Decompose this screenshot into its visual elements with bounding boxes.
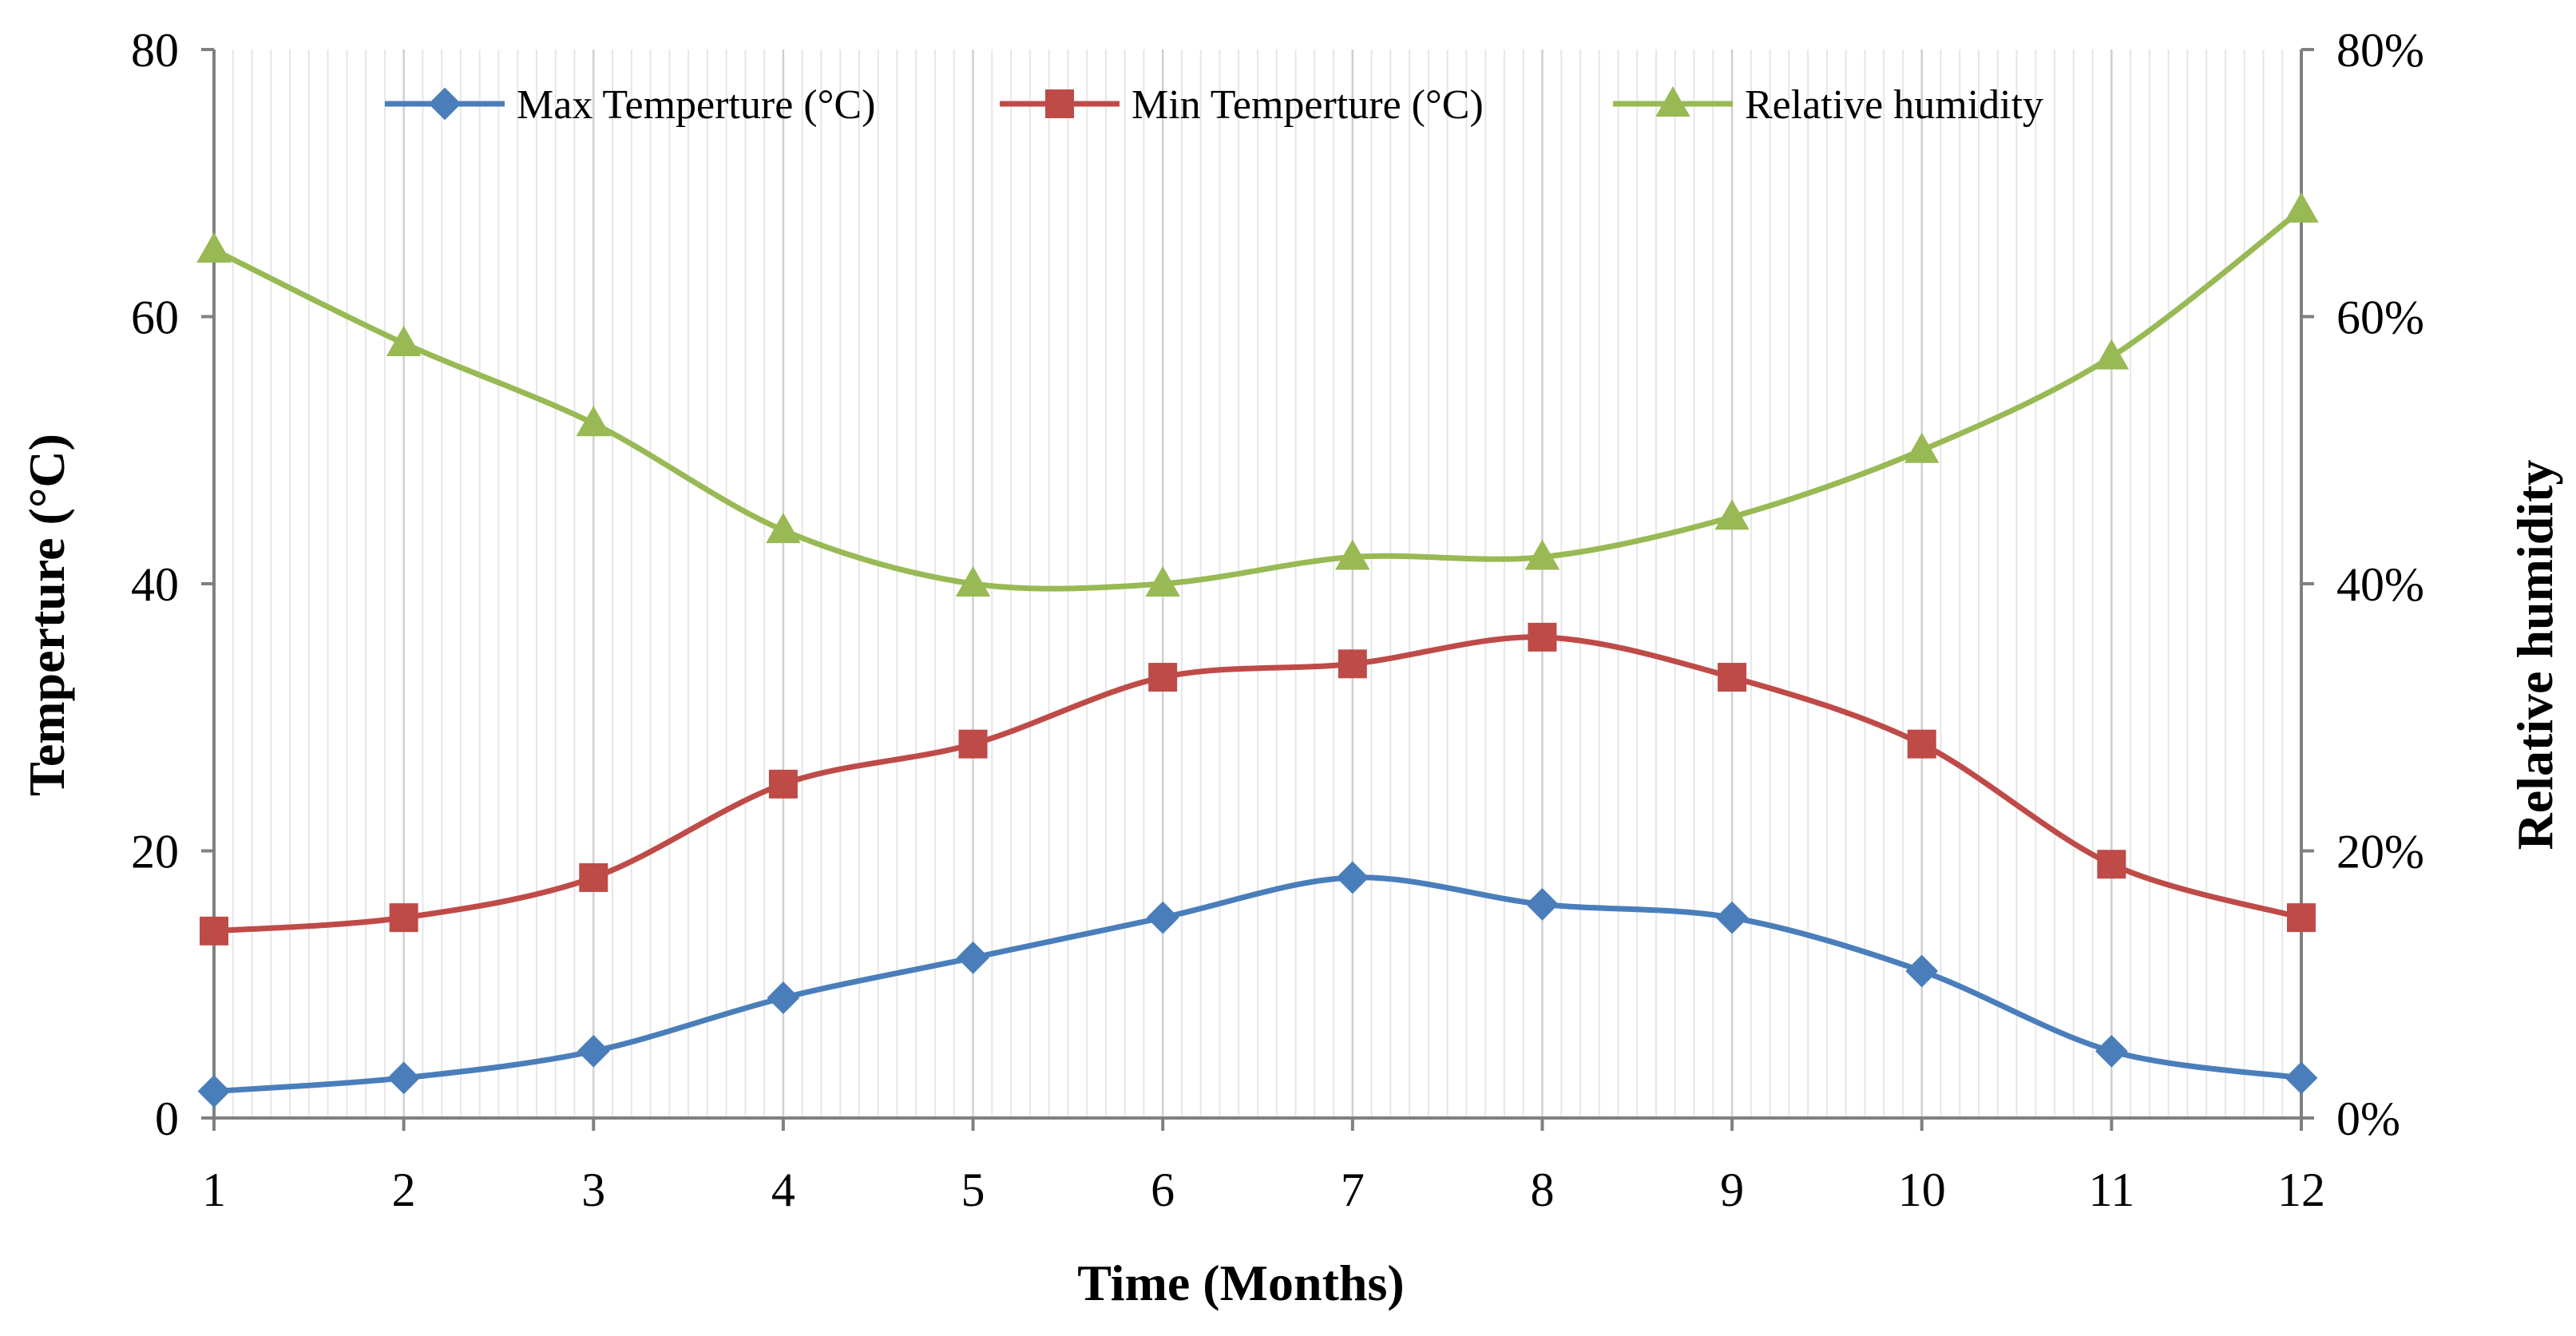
- x-tick-label: 10: [1898, 1164, 1946, 1216]
- series-line: [212, 207, 2304, 592]
- legend-marker: [428, 87, 462, 121]
- data-point: [1907, 729, 1936, 759]
- data-point: [386, 325, 422, 356]
- legend-item: Relative humidity: [1613, 82, 2043, 128]
- data-point: [767, 981, 800, 1014]
- y2-tick-label: 40%: [2336, 558, 2424, 611]
- x-tick-label: 11: [2088, 1164, 2134, 1216]
- data-point: [766, 513, 801, 544]
- x-tick-label: 3: [581, 1164, 605, 1216]
- data-point: [1146, 901, 1179, 934]
- legend-label: Min Temperture (°C): [1131, 82, 1484, 128]
- data-point: [1905, 954, 1939, 988]
- y2-tick-label: 20%: [2336, 826, 2424, 878]
- legend-marker: [1045, 89, 1074, 118]
- data-point: [576, 406, 611, 437]
- y2-axis-title: Relative humidity: [2507, 460, 2563, 850]
- data-point: [197, 1075, 231, 1108]
- legend-item: Min Temperture (°C): [1000, 82, 1484, 128]
- data-point: [200, 916, 228, 946]
- data-point: [1715, 901, 1749, 934]
- data-point: [196, 232, 232, 263]
- data-point: [955, 565, 991, 597]
- y2-tick-label: 80%: [2336, 24, 2424, 77]
- data-point: [1718, 663, 1747, 692]
- data-point: [387, 1061, 421, 1095]
- x-tick-label: 4: [771, 1164, 795, 1216]
- data-point: [1904, 432, 1940, 463]
- x-tick-label: 2: [392, 1164, 416, 1216]
- data-point: [2285, 1061, 2318, 1095]
- data-series: [196, 192, 2319, 1108]
- data-point: [2094, 1034, 2128, 1068]
- data-point: [1335, 539, 1370, 570]
- legend: Max Temperture (°C) Min Temperture (°C) Re…: [385, 82, 2043, 128]
- data-point: [389, 903, 418, 933]
- x-tick-label: 8: [1530, 1164, 1554, 1216]
- y-tick-label: 80: [131, 24, 179, 77]
- data-point: [1528, 622, 1557, 652]
- x-tick-label: 5: [961, 1164, 985, 1216]
- y2-tick-label: 60%: [2336, 291, 2424, 344]
- x-tick-label: 7: [1341, 1164, 1365, 1216]
- data-point: [768, 769, 798, 799]
- grid-lines: [212, 50, 2303, 1118]
- data-point: [1714, 499, 1750, 530]
- series-3: [196, 192, 2319, 597]
- data-point: [2284, 192, 2319, 223]
- data-point: [2097, 850, 2126, 879]
- data-point: [1524, 539, 1560, 570]
- y2-tick-label: 0%: [2336, 1092, 2400, 1145]
- x-tick-label: 6: [1151, 1164, 1175, 1216]
- y-tick-label: 40: [131, 558, 179, 611]
- y-axis-title: Temperture (°C): [18, 434, 75, 796]
- legend-label: Relative humidity: [1745, 82, 2043, 128]
- series-line: [213, 634, 2302, 934]
- x-tick-label: 9: [1720, 1164, 1744, 1216]
- y-tick-label: 20: [131, 826, 179, 878]
- x-tick-label: 1: [202, 1164, 226, 1216]
- data-point: [577, 1034, 610, 1068]
- data-point: [1145, 565, 1180, 597]
- series-1: [197, 861, 2318, 1108]
- legend-label: Max Temperture (°C): [517, 82, 875, 128]
- series-line: [213, 874, 2302, 1095]
- x-tick-label: 12: [2277, 1164, 2325, 1216]
- x-axis-title: Time (Months): [1077, 1255, 1404, 1311]
- series-2: [200, 622, 2316, 946]
- data-point: [579, 862, 608, 892]
- data-point: [1336, 861, 1369, 894]
- legend-item: Max Temperture (°C): [385, 82, 875, 128]
- data-point: [1148, 663, 1178, 692]
- y-tick-label: 60: [131, 291, 179, 344]
- legend-marker: [1655, 85, 1690, 117]
- y-tick-label: 0: [155, 1092, 179, 1145]
- data-point: [958, 729, 988, 759]
- data-point: [2287, 903, 2316, 933]
- data-point: [1338, 649, 1367, 679]
- data-point: [2094, 339, 2130, 370]
- data-point: [957, 941, 989, 974]
- data-point: [1526, 887, 1559, 921]
